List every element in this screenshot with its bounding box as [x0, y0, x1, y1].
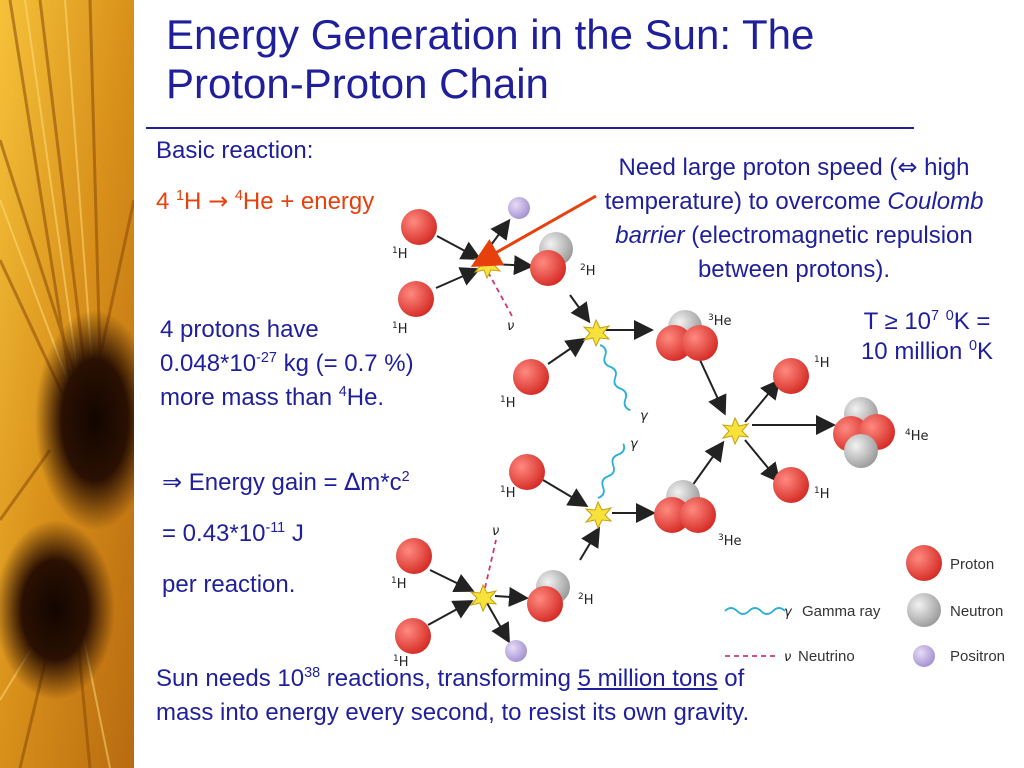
positron	[505, 640, 527, 662]
label-nu: ν	[492, 524, 499, 539]
arrow	[744, 439, 781, 484]
title-divider	[146, 127, 914, 129]
label-1h: 1H	[500, 395, 516, 411]
label-1h: 1H	[392, 321, 408, 337]
arrow	[429, 569, 475, 592]
label-3he: 3He	[718, 533, 742, 549]
proton	[773, 467, 809, 503]
label-1h: 1H	[393, 654, 409, 668]
basic-reaction-label: Basic reaction:	[156, 137, 314, 164]
legend-positron-dot	[913, 645, 935, 667]
label-1h: 1H	[391, 576, 407, 592]
per-reaction: per reaction.	[162, 571, 296, 598]
positron	[508, 197, 530, 219]
energy-gain: ⇒ Energy gain = ∆m*c2	[162, 468, 410, 496]
pp-chain-diagram: 1H 1H 2H ν 3He 1H γ γ 1H 4He 1H 1H 3He ν…	[391, 194, 1005, 668]
legend-gamma-symbol: γ	[784, 605, 793, 620]
arrow	[547, 337, 587, 365]
proton	[398, 281, 434, 317]
proton	[396, 538, 432, 574]
proton	[509, 454, 545, 490]
arrow	[486, 602, 510, 644]
proton	[656, 325, 692, 361]
proton	[773, 358, 809, 394]
arrow	[691, 440, 725, 487]
arrow	[427, 600, 474, 626]
fusion-star	[584, 500, 613, 530]
speed-note: Need large proton speed (⇔ high temperat…	[604, 153, 984, 283]
arrow	[436, 235, 482, 260]
proton	[401, 209, 437, 245]
legend-nu-symbol: ν	[784, 650, 791, 665]
proton	[654, 497, 690, 533]
label-gamma: γ	[640, 409, 649, 424]
mass-difference-note: 4 protons have 0.048*10-27 kg (= 0.7 %) …	[160, 316, 414, 411]
coulomb-pointer-arrow	[470, 194, 597, 267]
neutron	[844, 434, 878, 468]
fusion-star	[469, 583, 498, 613]
reaction-equation: 4 1H → 4He + energy	[156, 187, 375, 215]
arrow	[435, 267, 481, 289]
label-1h: 1H	[814, 486, 830, 502]
legend-neutron: Neutron	[950, 603, 1003, 620]
proton	[395, 618, 431, 654]
label-1h: 1H	[392, 246, 408, 262]
sun-needs-note: Sun needs 1038 reactions, transforming 5…	[156, 665, 750, 726]
arrow	[494, 586, 529, 607]
fusion-star	[582, 318, 611, 348]
gamma-path	[599, 344, 631, 412]
proton	[513, 359, 549, 395]
label-4he: 4He	[905, 428, 929, 444]
neutrino-path	[487, 271, 513, 317]
sun-surface-image	[0, 0, 134, 768]
arrow	[744, 378, 781, 423]
gamma-path	[597, 443, 626, 499]
proton	[682, 325, 718, 361]
proton	[530, 250, 566, 286]
fusion-star	[721, 416, 750, 446]
legend-neutrino: Neutrino	[798, 648, 855, 665]
arrow	[579, 526, 601, 561]
label-1h: 1H	[814, 355, 830, 371]
label-2h: 2H	[580, 263, 596, 279]
label-nu: ν	[507, 319, 514, 334]
label-2h: 2H	[578, 592, 594, 608]
label-3he: 3He	[708, 313, 732, 329]
legend-proton-dot	[906, 545, 942, 581]
proton	[680, 497, 716, 533]
legend-proton: Proton	[950, 556, 994, 573]
legend-gamma-line	[724, 607, 786, 615]
arrow	[542, 479, 589, 508]
neutrino-path	[484, 539, 497, 589]
label-1h: 1H	[500, 485, 516, 501]
proton	[527, 586, 563, 622]
temperature-note: T ≥ 107 0K = 10 million 0K	[860, 308, 994, 365]
label-gamma: γ	[630, 437, 639, 452]
arrow	[493, 255, 534, 276]
arrow	[699, 359, 727, 416]
arrow	[569, 294, 591, 324]
energy-value: = 0.43*10-11 J	[162, 520, 304, 547]
legend-gamma-ray: Gamma ray	[802, 603, 881, 620]
legend-neutron-dot	[907, 593, 941, 627]
legend-positron: Positron	[950, 648, 1005, 665]
slide-title: Energy Generation in the Sun: The Proton…	[166, 11, 815, 107]
